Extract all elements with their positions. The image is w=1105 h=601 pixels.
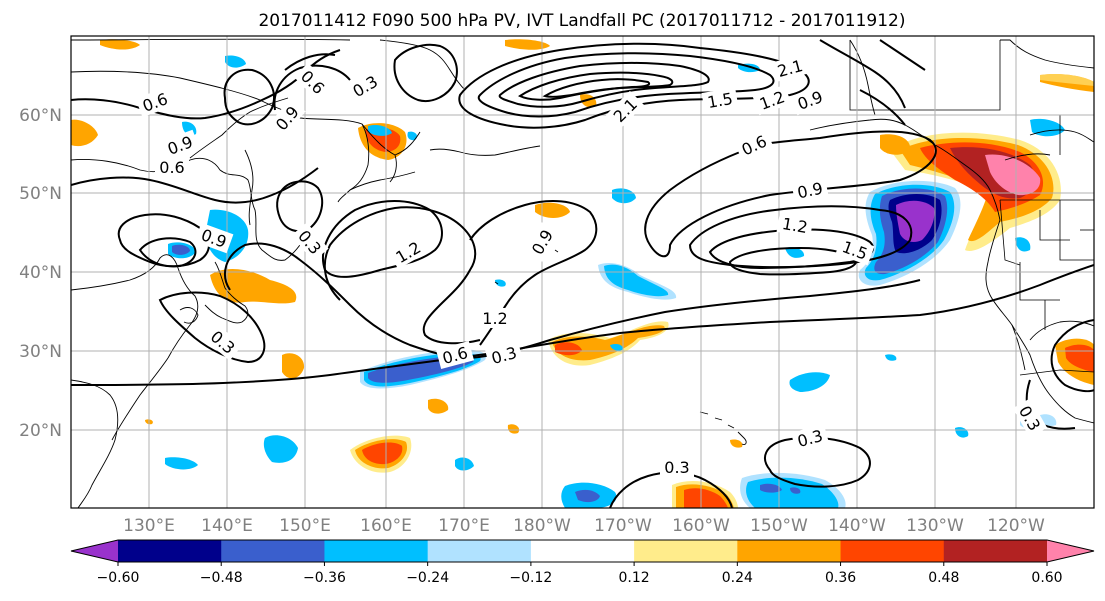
lat-label-20n: 20°N (19, 421, 62, 441)
pv-contours (71, 39, 1094, 508)
lon-label-180w: 180°W (513, 516, 571, 536)
lon-label-170w: 170°W (594, 516, 652, 536)
colorbar-tick-label: 0.24 (722, 570, 753, 586)
colorbar-tick-label: −0.12 (509, 570, 552, 586)
colorbar-segment (118, 540, 222, 562)
colorbar-segment (530, 540, 635, 562)
lon-label-140w: 140°W (828, 516, 886, 536)
colorbar-segment (634, 540, 738, 562)
colorbar-tick-label: 0.48 (928, 570, 959, 586)
shading-positive (71, 39, 1094, 508)
colorbar-tick-label: 0.12 (619, 570, 650, 586)
lon-label-160e: 160°E (360, 516, 412, 536)
colorbar-segment (737, 540, 842, 562)
colorbar-tick-label: 0.36 (825, 570, 856, 586)
lon-label-140e: 140°E (201, 516, 253, 536)
colorbar-tick-label: −0.48 (200, 570, 243, 586)
map-content: 0.6 0.9 0.6 0.9 0.6 0.3 0.9 0.3 1.2 0.9 … (71, 36, 1094, 508)
colorbar-tick-label: 0.60 (1031, 570, 1062, 586)
colorbar-segment (221, 540, 325, 562)
contour-label-0-3-f: 0.3 (664, 458, 689, 477)
colorbar: −0.60 −0.48 −0.36 −0.24 −0.12 0.12 0.24 0.36 0.4… (70, 539, 1095, 586)
longitude-labels: 130°E 140°E 150°E 160°E 170°E 180°W 170°… (123, 516, 1045, 536)
lon-label-130w: 130°W (906, 516, 964, 536)
colorbar-segment (324, 540, 429, 562)
latitude-labels: 20°N 30°N 40°N 50°N 60°N (19, 106, 62, 441)
contour-label-0-9-f: 0.9 (796, 179, 825, 203)
colorbar-segment (943, 540, 1048, 562)
figure-title: 2017011412 F090 500 hPa PV, IVT Landfall… (258, 11, 905, 31)
lat-label-50n: 50°N (19, 184, 62, 204)
colorbar-extend-max (1047, 540, 1094, 562)
colorbar-tick-label: −0.24 (406, 570, 449, 586)
colorbar-extend-min (71, 540, 118, 562)
lon-label-150w: 150°W (750, 516, 808, 536)
colorbar-segment (427, 540, 532, 562)
colorbar-tick-label: −0.36 (303, 570, 346, 586)
lon-label-160w: 160°W (672, 516, 730, 536)
contour-label-1-2-b: 1.2 (482, 309, 507, 328)
lon-label-120w: 120°W (987, 516, 1045, 536)
lat-label-30n: 30°N (19, 342, 62, 362)
lon-label-130e: 130°E (123, 516, 175, 536)
colorbar-tick-label: −0.60 (97, 570, 140, 586)
lon-label-150e: 150°E (279, 516, 331, 536)
contour-label-1-2-d: 1.2 (781, 214, 809, 237)
lat-label-60n: 60°N (19, 106, 62, 126)
lat-label-40n: 40°N (19, 263, 62, 283)
map-frame (70, 35, 1095, 509)
lon-label-170e: 170°E (438, 516, 490, 536)
contour-labels: 0.6 0.9 0.6 0.9 0.6 0.3 0.9 0.3 1.2 0.9 … (135, 53, 1048, 477)
colorbar-segment (840, 540, 945, 562)
contour-label-0-6-b: 0.6 (159, 158, 184, 177)
contour-label-1-5-a: 1.5 (706, 89, 734, 112)
